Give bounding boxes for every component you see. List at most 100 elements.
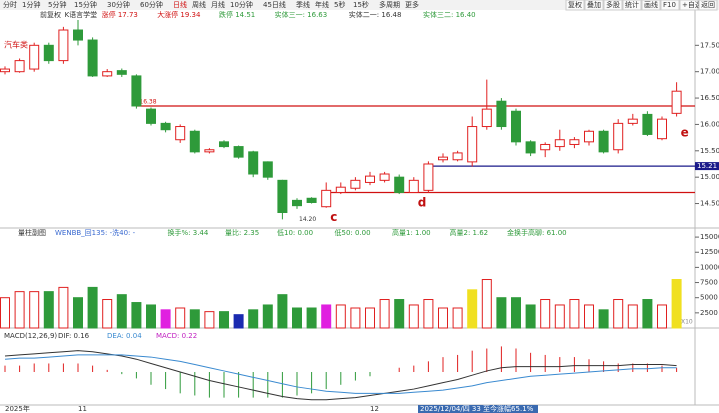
- period-tab[interactable]: 5分钟: [48, 0, 66, 9]
- toolbar-button[interactable]: 统计: [625, 0, 639, 9]
- volume-bar: [87, 286, 98, 329]
- period-tab[interactable]: 60分钟: [140, 0, 163, 9]
- period-tab[interactable]: 15分钟: [74, 0, 97, 9]
- candle-body: [671, 90, 682, 114]
- annotation: c: [330, 210, 337, 224]
- candle-body: [511, 110, 521, 143]
- toolbar-button[interactable]: 复权: [568, 0, 582, 9]
- volume-bar: [481, 279, 492, 329]
- y-tick-label: 5000: [700, 294, 718, 302]
- level-label: 15.21: [697, 162, 717, 170]
- toolbar-button[interactable]: 返回: [701, 1, 715, 9]
- status: 2025/12/04/四 33 至今涨幅65.1%: [420, 404, 534, 413]
- toolbar-button[interactable]: 多股: [606, 0, 620, 9]
- period-tab[interactable]: 季线: [296, 0, 310, 9]
- volume-bar: [452, 307, 463, 329]
- info-item: 实体三二: 16.40: [423, 10, 476, 19]
- volume-bar: [102, 299, 113, 329]
- period-tab[interactable]: 年线: [315, 0, 329, 9]
- y-tick-label: 16.00: [700, 120, 719, 128]
- candle-body: [584, 130, 594, 143]
- candle-body: [627, 118, 638, 124]
- y-tick-label: 10000: [700, 263, 719, 271]
- y-tick-label: 17.00: [700, 68, 719, 76]
- volume-header: 高量1: 1.00: [392, 228, 431, 237]
- candle-body: [189, 130, 200, 153]
- annotation: e: [681, 126, 689, 140]
- button-bg: [679, 0, 699, 11]
- candle-body: [613, 122, 624, 151]
- volume-bar: [540, 299, 551, 329]
- period-tab[interactable]: 5秒: [334, 0, 345, 9]
- candle-body: [438, 156, 448, 161]
- info-item: K语言学堂: [65, 10, 98, 19]
- volume-bar: [160, 309, 171, 329]
- button-bg: [565, 0, 585, 11]
- info-item: 涨停 17.73: [102, 10, 138, 19]
- volume-header: 高量2: 1.62: [450, 228, 489, 237]
- y-tick-label: 7500: [700, 279, 718, 287]
- candle-body: [394, 176, 405, 193]
- volume-bar: [29, 291, 40, 329]
- period-tab[interactable]: 更多: [405, 0, 419, 9]
- candle-body: [642, 113, 653, 135]
- period-tab[interactable]: 30分钟: [107, 0, 130, 9]
- candle-body: [14, 60, 25, 73]
- candle-body: [292, 199, 302, 207]
- y-tick-label: 2500: [700, 309, 718, 317]
- button-bg: [622, 0, 642, 11]
- candle-body: [87, 39, 98, 77]
- period-tab[interactable]: 45日线: [263, 0, 286, 9]
- period-tab[interactable]: 15秒: [353, 0, 369, 9]
- y-tick-label: 16.50: [700, 94, 719, 102]
- toolbar-button[interactable]: 叠加: [587, 0, 601, 9]
- volume-bar: [189, 309, 200, 329]
- period-tab[interactable]: 日线: [173, 0, 187, 9]
- volume-bar: [262, 304, 273, 329]
- toolbar-button[interactable]: 画线: [644, 0, 658, 9]
- period-tab[interactable]: 周线: [192, 0, 206, 9]
- candle-body: [43, 44, 54, 62]
- volume-bar: [0, 297, 10, 329]
- info-item: 跌停 14.51: [219, 10, 255, 19]
- volume-bar: [306, 307, 317, 329]
- toolbar-button[interactable]: F10: [663, 1, 676, 9]
- volume-header: WENBB_回135: -洗40: -: [55, 228, 136, 237]
- period-tab[interactable]: 10分钟: [230, 0, 253, 9]
- button-bg: [698, 0, 718, 11]
- volume-bar: [277, 294, 288, 329]
- candle-body: [525, 141, 536, 154]
- info-item: 前复权: [40, 10, 61, 19]
- candle-body: [496, 100, 507, 128]
- candle-body: [554, 139, 565, 148]
- candle-body: [335, 186, 346, 193]
- volume-bar: [219, 311, 229, 329]
- candle-body: [467, 126, 478, 163]
- volume-bar: [365, 307, 375, 329]
- volume-bar: [423, 299, 434, 329]
- candle-body: [423, 163, 434, 191]
- candle-body: [73, 29, 83, 41]
- candle-body: [146, 108, 156, 124]
- volume-bar: [233, 314, 244, 329]
- period-tab[interactable]: 多周期: [379, 0, 400, 9]
- volume-bar: [335, 304, 346, 329]
- volume-bar: [554, 304, 565, 329]
- period-tab[interactable]: 分时: [3, 0, 17, 9]
- volume-bar: [627, 304, 638, 329]
- x-label: 2025年: [5, 404, 30, 413]
- candle-body: [598, 130, 609, 153]
- y-tick-label: 17.50: [700, 41, 719, 49]
- toolbar-button[interactable]: +自选: [682, 0, 702, 9]
- candle-body: [262, 161, 273, 178]
- volume-bar: [438, 307, 448, 329]
- candle-body: [29, 44, 40, 70]
- period-tab[interactable]: 月线: [211, 0, 225, 9]
- volume-bar: [642, 299, 653, 329]
- period-tab[interactable]: 1分钟: [22, 0, 40, 9]
- status-bg: [418, 405, 538, 413]
- sector: 汽车类: [4, 40, 28, 50]
- volume-bar: [73, 297, 83, 329]
- volume-bar: [511, 297, 521, 329]
